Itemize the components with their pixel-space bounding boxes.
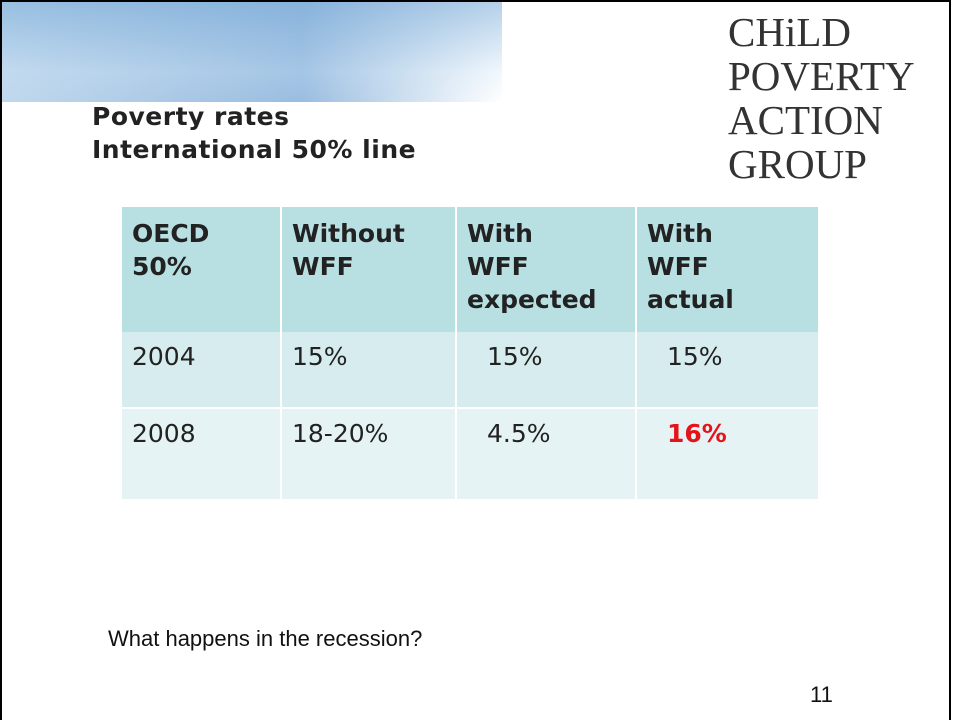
table-cell: 2004 [122,332,281,408]
header-text: actual [647,285,734,314]
table: OECD 50% Without WFF With WFF expected With WFF a… [122,207,818,499]
table-cell: 2008 [122,407,281,499]
logo-line: GROUP [728,141,867,187]
header-text: WFF [467,252,529,281]
table-row: 2004 15% 15% 15% [122,332,818,408]
header-text: With [467,219,533,248]
table-row: 2008 18-20% 4.5% 16% [122,407,818,499]
header-text: Without [292,219,405,248]
header-cell: Without WFF [280,207,456,332]
logo-line: ACTION [728,97,883,143]
table-cell: 16% [635,407,818,499]
page-number: 11 [810,682,833,707]
logo-line: CHiLD [728,9,851,55]
table-cell: 4.5% [455,407,636,499]
header-row: OECD 50% Without WFF With WFF expected With WFF a… [122,207,818,332]
header-cell: OECD 50% [122,207,281,332]
table-cell: 15% [280,332,456,408]
header-text: OECD [132,219,210,248]
title-line: Poverty rates [92,102,290,131]
table-cell: 15% [455,332,636,408]
header-text: With [647,219,713,248]
header-text: WFF [292,252,354,281]
title-line: International 50% line [92,135,417,164]
sky-image [2,2,502,102]
question: What happens in the recession? [108,626,423,651]
header-cell: With WFF expected [455,207,636,332]
header-text: 50% [132,252,192,281]
table-cell: 15% [635,332,818,408]
logo-line: POVERTY [728,53,915,99]
header-cell: With WFF actual [635,207,818,332]
logo: CHiLD POVERTY ACTION GROUP [728,10,915,186]
header-text: WFF [647,252,709,281]
header-text: expected [467,285,597,314]
table-cell: 18-20% [280,407,456,499]
title: Poverty rates International 50% line [92,100,416,166]
